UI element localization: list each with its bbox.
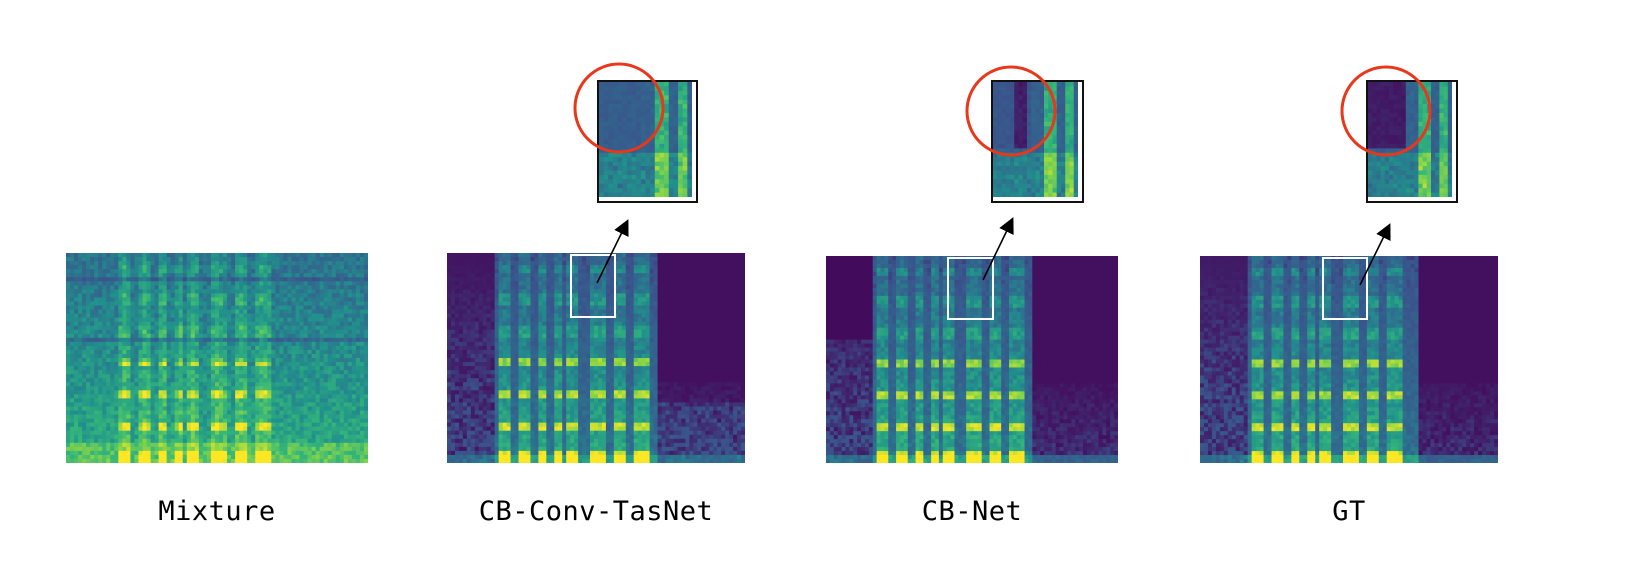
spectrogram-mixture [66,253,368,463]
caption-cb-conv-tasnet: CB-Conv-TasNet [478,496,714,527]
zoom-inset-cb-net [991,80,1084,203]
caption-gt: GT [1332,496,1366,527]
spectrogram-cb-net [826,256,1118,463]
zoom-inset-gt [1366,80,1458,203]
caption-cb-net: CB-Net [921,496,1023,527]
spectrogram-cb-conv-tasnet [447,253,745,463]
zoom-inset-cb-conv-tasnet [597,80,698,203]
caption-mixture: Mixture [158,496,276,527]
spectrogram-gt [1200,256,1498,463]
